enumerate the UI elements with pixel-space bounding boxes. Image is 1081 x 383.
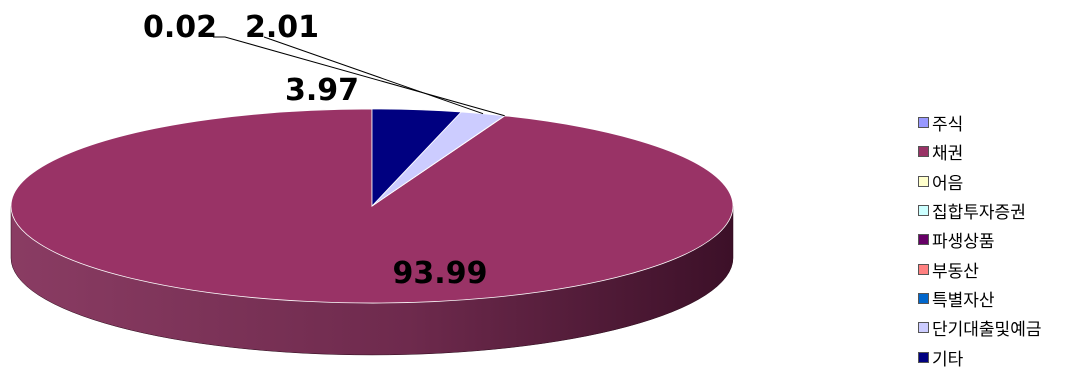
legend-item: 부동산: [918, 254, 1041, 283]
legend-label: 단기대출및예금: [932, 320, 1042, 341]
data-label-slice-채권: 93.99: [393, 256, 488, 291]
legend-item: 기타: [918, 342, 1041, 371]
data-label-slice-단기대출및예금: 2.01: [245, 10, 319, 45]
slice-기타: [371, 108, 463, 208]
legend-swatch: [918, 146, 929, 158]
pie-top-layer: [10, 108, 734, 304]
data-label-slice-기타: 3.97: [285, 73, 359, 108]
legend-swatch: [918, 351, 929, 363]
legend-swatch: [918, 263, 929, 275]
data-label-slice-파생상품: 0.02: [143, 10, 217, 45]
legend-item: 특별자산: [918, 284, 1041, 313]
legend-label: 특별자산: [932, 290, 995, 311]
leader-line-slice-단기대출및예금: [263, 36, 484, 115]
legend-swatch: [918, 117, 929, 129]
legend-swatch: [918, 175, 929, 187]
legend-item: 파생상품: [918, 225, 1041, 254]
legend-label: 파생상품: [932, 232, 995, 253]
legend-swatch: [918, 234, 929, 246]
leader-line-slice-파생상품: [213, 36, 505, 117]
data-labels: 93.99 0.02 2.01 3.97: [143, 10, 487, 291]
legend-label: 어음: [932, 173, 964, 194]
legend-swatch: [918, 322, 929, 334]
leader-lines: [213, 36, 505, 117]
legend-swatch: [918, 205, 929, 217]
legend-item: 어음: [918, 167, 1041, 196]
legend-swatch: [918, 292, 929, 304]
legend-item: 주식: [918, 108, 1041, 137]
legend-label: 채권: [932, 144, 964, 165]
legend-item: 집합투자증권: [918, 196, 1041, 225]
legend-label: 부동산: [932, 261, 979, 282]
legend-label: 집합투자증권: [932, 203, 1026, 224]
legend-label: 주식: [932, 115, 964, 136]
legend-item: 채권: [918, 137, 1041, 166]
legend-item: 단기대출및예금: [918, 313, 1041, 342]
legend-label: 기타: [932, 349, 964, 370]
